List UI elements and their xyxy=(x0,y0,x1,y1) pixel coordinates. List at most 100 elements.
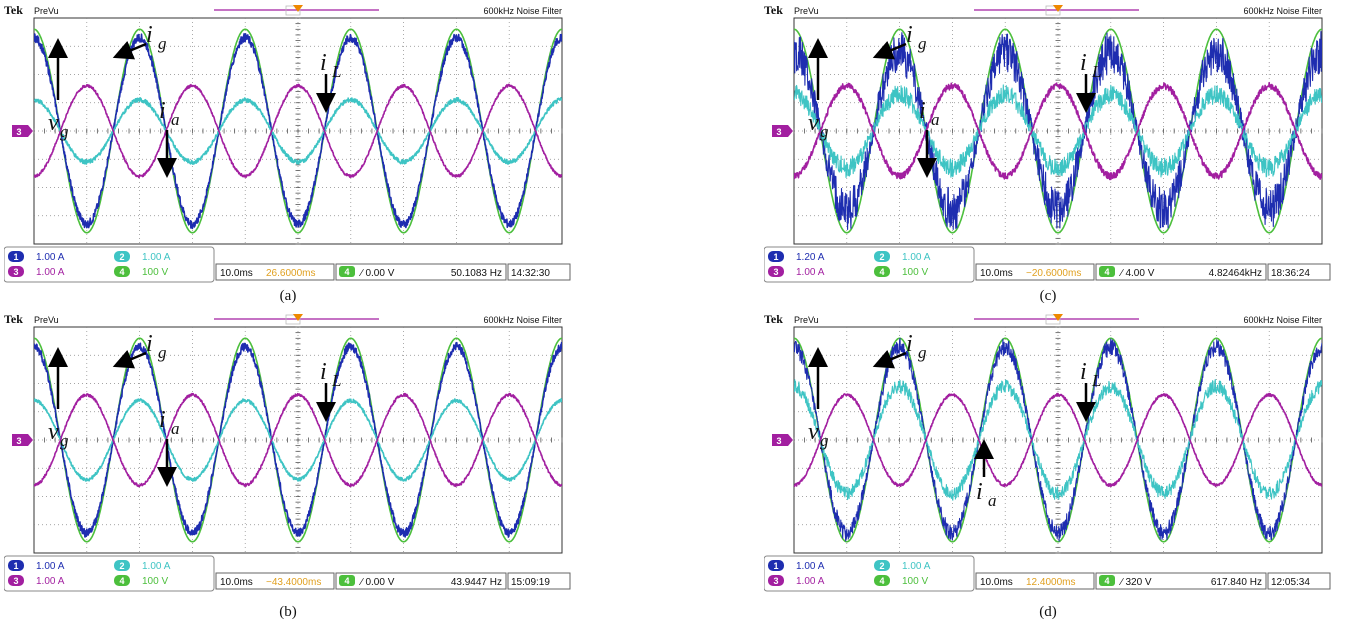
waveform-i-L xyxy=(794,392,1322,488)
waveform-traces xyxy=(794,28,1322,234)
channel-scale-box xyxy=(4,555,215,592)
timebase-box xyxy=(975,263,1095,281)
trigger-level: ∕ 0.00 V xyxy=(358,577,395,588)
mode-label: PreVu xyxy=(34,6,59,16)
channel-2-badge xyxy=(874,251,890,262)
filter-label: 600kHz Noise Filter xyxy=(1243,315,1322,325)
channel-3-number: 3 xyxy=(773,267,778,277)
ground-marker-label: 3 xyxy=(16,127,21,137)
trigger-source-label: 4 xyxy=(344,576,349,586)
channel-1-badge xyxy=(768,560,784,571)
mode-label: PreVu xyxy=(794,315,819,325)
label-vg: v xyxy=(808,419,819,445)
clock-box xyxy=(507,572,571,590)
horizontal-position: 26.6000ms xyxy=(266,268,315,279)
scope-panel-d: Tek PreVu 600kHz Noise Filter 3 v g i g i a i L 1 1.0… xyxy=(764,313,1332,593)
trigger-box xyxy=(1095,263,1267,281)
trigger-level: ∕ 0.00 V xyxy=(358,268,395,279)
label-ia: i xyxy=(976,479,983,505)
label-vg: v xyxy=(48,419,59,445)
channel-3-number: 3 xyxy=(13,267,18,277)
label-vg-subscript: g xyxy=(60,431,69,450)
ground-marker-label: 3 xyxy=(16,436,21,446)
horizontal-position: −20.6000ms xyxy=(1026,268,1081,279)
brand-label: Tek xyxy=(764,4,783,17)
channel-2-number: 2 xyxy=(119,252,124,262)
channel-2-badge xyxy=(874,560,890,571)
filter-label: 600kHz Noise Filter xyxy=(1243,6,1322,16)
clock-value: 12:05:34 xyxy=(1271,577,1310,588)
channel-1-scale: 1.00 A xyxy=(36,252,65,263)
label-ig-subscript: g xyxy=(158,343,167,362)
channel-3-badge xyxy=(768,575,784,586)
channel-2-scale: 1.00 A xyxy=(902,561,931,572)
timebase-value: 10.0ms xyxy=(220,577,253,588)
mode-label: PreVu xyxy=(794,6,819,16)
trigger-position-icon xyxy=(293,5,303,12)
clock-box xyxy=(507,263,571,281)
timebase-box xyxy=(215,572,335,590)
caption-c: (c) xyxy=(1039,288,1057,304)
trigger-source-badge xyxy=(339,575,355,586)
channel-3-badge xyxy=(768,266,784,277)
label-vg: v xyxy=(48,110,59,136)
channel-scale-box xyxy=(764,555,975,592)
label-vg-subscript: g xyxy=(820,431,829,450)
channel-1-scale: 1.00 A xyxy=(796,561,825,572)
trigger-position-icon xyxy=(293,314,303,321)
horizontal-position: −43.4000ms xyxy=(266,577,321,588)
waveform-i-a xyxy=(34,97,562,165)
caption-a: (a) xyxy=(279,288,297,304)
channel-1-badge xyxy=(768,251,784,262)
channel-3-number: 3 xyxy=(773,576,778,586)
channel-1-number: 1 xyxy=(13,561,18,571)
filter-label: 600kHz Noise Filter xyxy=(483,6,562,16)
channel-3-badge xyxy=(8,266,24,277)
channel-3-scale: 1.00 A xyxy=(796,267,825,278)
channel-2-number: 2 xyxy=(119,561,124,571)
label-ia-subscript: a xyxy=(171,419,180,438)
brand-label: Tek xyxy=(4,313,23,326)
channel-1-badge xyxy=(8,560,24,571)
label-vg-subscript: g xyxy=(60,122,69,141)
label-il-subscript: L xyxy=(331,62,341,81)
clock-value: 18:36:24 xyxy=(1271,268,1310,279)
trigger-frequency: 4.82464kHz xyxy=(1209,268,1262,279)
ground-marker-label: 3 xyxy=(776,436,781,446)
channel-1-scale: 1.00 A xyxy=(36,561,65,572)
caption-d: (d) xyxy=(1039,604,1057,620)
waveform-i-a xyxy=(794,378,1322,501)
horizontal-position: 12.4000ms xyxy=(1026,577,1075,588)
label-ia: i xyxy=(159,407,166,433)
channel-3-scale: 1.00 A xyxy=(796,576,825,587)
channel-4-scale: 100 V xyxy=(142,267,168,278)
channel-4-number: 4 xyxy=(119,576,124,586)
label-il: i xyxy=(320,359,327,385)
label-ig: i xyxy=(906,331,913,357)
view-window-marker xyxy=(285,314,301,325)
ground-marker-ch3 xyxy=(772,434,793,446)
channel-scale-box xyxy=(764,246,975,283)
trigger-box xyxy=(335,263,507,281)
label-ia-subscript: a xyxy=(171,110,180,129)
trigger-source-badge xyxy=(1099,266,1115,277)
trigger-frequency: 50.1083 Hz xyxy=(451,268,502,279)
label-ig-subscript: g xyxy=(158,34,167,53)
trigger-frequency: 617.840 Hz xyxy=(1211,577,1262,588)
label-il: i xyxy=(1080,359,1087,385)
ground-marker-ch3 xyxy=(12,434,33,446)
channel-2-scale: 1.00 A xyxy=(902,252,931,263)
ground-marker-ch3 xyxy=(12,125,33,137)
arrow-ig xyxy=(112,349,147,369)
waveform-i-a xyxy=(34,398,562,482)
waveform-i-g xyxy=(794,30,1322,231)
trigger-level: ∕ 4.00 V xyxy=(1118,268,1155,279)
annotations: v gi gi ai L xyxy=(808,331,1101,510)
label-ia: i xyxy=(159,98,166,124)
channel-4-badge xyxy=(874,266,890,277)
label-ig: i xyxy=(146,22,153,48)
channel-4-badge xyxy=(114,266,130,277)
